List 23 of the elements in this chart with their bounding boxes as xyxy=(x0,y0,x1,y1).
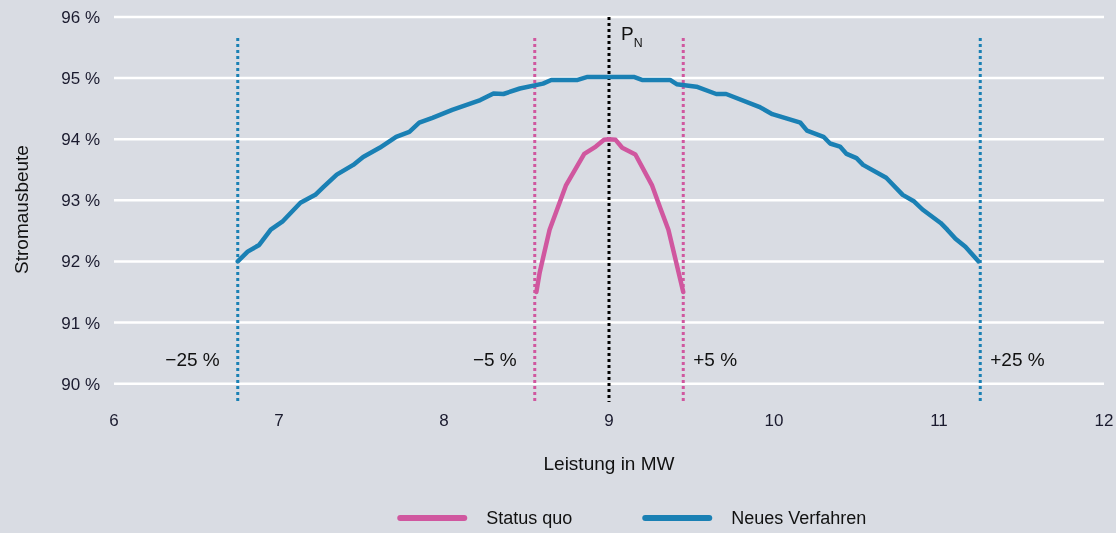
annotation: −25 % xyxy=(165,348,220,370)
x-tick-label: 10 xyxy=(764,411,784,430)
annotation: +25 % xyxy=(990,348,1045,370)
y-tick-label: 93 % xyxy=(61,191,100,211)
y-tick-label: 94 % xyxy=(61,130,100,150)
legend-label: Neues Verfahren xyxy=(731,508,867,529)
y-tick-label: 90 % xyxy=(61,374,100,394)
y-tick-label: 92 % xyxy=(61,252,100,272)
x-tick-label: 11 xyxy=(930,411,948,430)
x-tick-label: 6 xyxy=(109,411,119,430)
annotation: −5 % xyxy=(472,348,517,370)
x-tick-label: 12 xyxy=(1094,411,1114,430)
y-tick-label: 91 % xyxy=(61,313,100,333)
y-axis-title: Stromausbeute xyxy=(11,145,32,274)
annotation: +5 % xyxy=(693,348,738,370)
x-tick-label: 7 xyxy=(274,411,284,430)
y-tick-label: 95 % xyxy=(61,69,100,89)
ref-line-label: P$_{N}$ xyxy=(621,23,643,50)
y-tick-label: 96 % xyxy=(61,7,100,27)
x-axis-title: Leistung in MW xyxy=(543,453,675,474)
x-tick-label: 8 xyxy=(439,411,449,430)
x-tick-label: 9 xyxy=(604,411,614,430)
legend-label: Status quo xyxy=(486,508,573,529)
